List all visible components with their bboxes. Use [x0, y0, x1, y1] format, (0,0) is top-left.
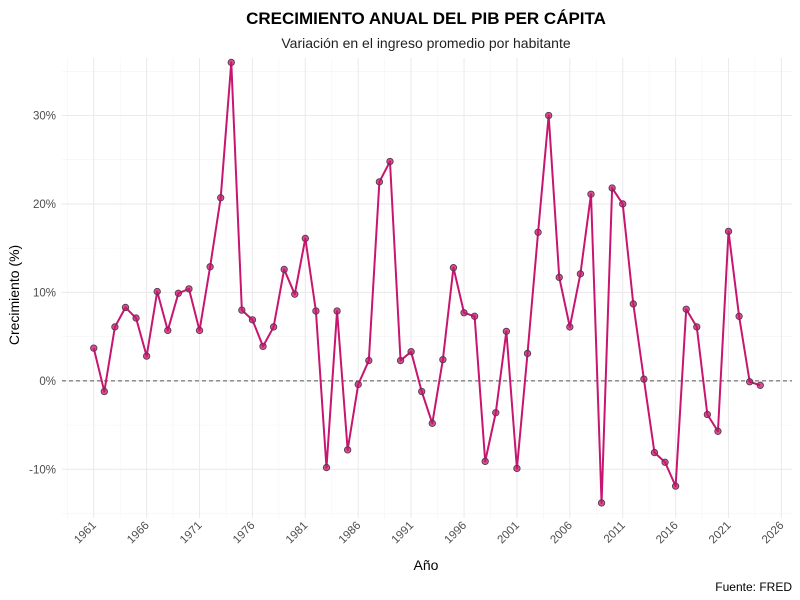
- x-tick-label: 2026: [760, 520, 787, 547]
- data-point: [746, 378, 754, 386]
- x-tick-label: 1971: [178, 520, 205, 547]
- data-point: [301, 234, 309, 243]
- data-point: [470, 312, 479, 320]
- data-point: [566, 323, 574, 331]
- data-point: [375, 178, 384, 186]
- data-point: [693, 323, 701, 331]
- data-point: [545, 111, 553, 120]
- data-point: [132, 314, 140, 322]
- data-point: [449, 264, 458, 272]
- data-point: [671, 482, 680, 490]
- x-tick-label: 2016: [654, 520, 681, 547]
- data-point: [492, 409, 500, 417]
- data-point: [735, 312, 743, 320]
- y-tick-label: -10%: [29, 464, 56, 476]
- data-point: [661, 458, 669, 466]
- data-point: [481, 457, 489, 466]
- data-point: [164, 326, 172, 335]
- data-point: [650, 448, 659, 457]
- x-axis-ticks: 1961 1966 1971 1976 1981 1986 1991 1996 2001 2006…: [72, 520, 786, 547]
- y-tick-label: 0%: [39, 376, 56, 388]
- data-point: [269, 323, 278, 331]
- data-point: [576, 270, 585, 278]
- x-tick-label: 2011: [602, 520, 628, 546]
- data-point: [291, 290, 299, 298]
- data-point: [756, 381, 764, 389]
- data-point: [534, 228, 542, 236]
- y-tick-label: 20%: [33, 199, 56, 211]
- data-point: [682, 305, 690, 313]
- data-point: [142, 352, 151, 360]
- y-tick-label: 10%: [33, 287, 56, 299]
- data-point: [724, 227, 733, 236]
- data-point: [619, 200, 627, 208]
- x-tick-label: 1991: [390, 520, 417, 547]
- data-point: [217, 194, 225, 202]
- data-point: [121, 303, 130, 312]
- data-point: [714, 427, 722, 435]
- x-tick-label: 2021: [707, 520, 734, 547]
- data-point: [195, 326, 204, 335]
- data-point: [460, 309, 468, 317]
- data-point: [439, 356, 447, 364]
- data-point: [238, 306, 246, 314]
- data-point: [100, 387, 108, 396]
- y-tick-label: 30%: [33, 111, 56, 123]
- x-tick-label: 1966: [125, 520, 152, 547]
- data-point: [174, 289, 183, 297]
- x-tick-label: 2006: [548, 520, 575, 547]
- data-point: [407, 348, 415, 356]
- y-axis-ticks: -10% 0% 10% 20% 30%: [29, 111, 56, 477]
- major-gridlines: [62, 58, 792, 518]
- data-point: [153, 287, 161, 296]
- data-point: [344, 446, 352, 454]
- data-point: [386, 157, 394, 166]
- data-point: [513, 464, 521, 473]
- x-tick-label: 1961: [72, 520, 99, 547]
- data-point: [333, 307, 341, 315]
- data-point: [428, 419, 436, 427]
- source-caption: Fuente: FRED: [715, 580, 792, 594]
- data-point: [312, 307, 320, 315]
- x-tick-label: 1996: [443, 520, 470, 547]
- x-axis-title: Año: [414, 557, 439, 573]
- y-axis-title: Crecimiento (%): [6, 245, 22, 345]
- data-point: [259, 342, 267, 351]
- data-point: [365, 356, 373, 365]
- chart-subtitle: Variación en el ingreso promedio por hab…: [281, 35, 570, 51]
- x-tick-label: 1976: [231, 520, 258, 547]
- data-point: [597, 499, 606, 507]
- data-point: [629, 300, 637, 308]
- chart-title: CRECIMIENTO ANUAL DEL PIB PER CÁPITA: [246, 9, 606, 28]
- data-point: [587, 190, 595, 198]
- data-point: [502, 327, 510, 335]
- data-point: [703, 410, 712, 419]
- data-point: [248, 316, 257, 324]
- data-point: [185, 285, 193, 293]
- x-tick-label: 2001: [495, 520, 522, 547]
- minor-gridlines: [62, 58, 792, 518]
- data-point: [523, 349, 532, 358]
- data-point: [206, 263, 214, 271]
- data-point: [111, 323, 119, 331]
- x-tick-label: 1981: [284, 520, 311, 547]
- data-point: [322, 463, 331, 472]
- data-point: [280, 265, 288, 274]
- data-point: [555, 273, 563, 282]
- data-point: [227, 58, 235, 67]
- data-point: [640, 375, 648, 383]
- data-point: [418, 387, 426, 396]
- series-layer: [90, 58, 764, 507]
- data-point: [608, 184, 616, 192]
- series-line: [92, 61, 761, 504]
- x-tick-label: 1986: [337, 520, 364, 547]
- data-point: [354, 380, 362, 389]
- data-point: [90, 344, 98, 352]
- data-point: [396, 356, 405, 365]
